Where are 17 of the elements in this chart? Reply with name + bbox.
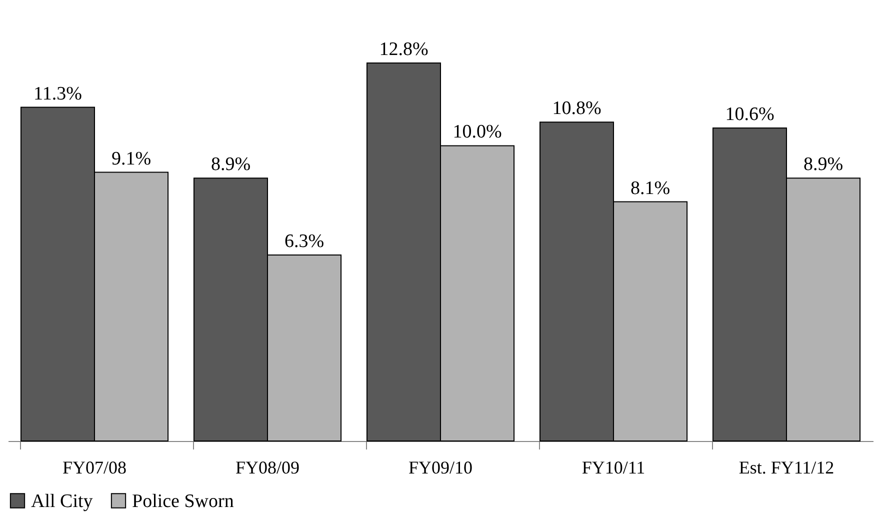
x-tick-label: FY07/08 — [62, 458, 127, 478]
data-label: 10.0% — [452, 122, 502, 143]
x-tick-label: FY09/10 — [408, 458, 473, 478]
data-label: 8.9% — [803, 154, 844, 176]
data-label: 8.1% — [630, 178, 670, 199]
data-label: 10.6% — [725, 104, 774, 125]
legend-label: Police Sworn — [132, 490, 234, 512]
x-tick-label: FY08/09 — [235, 458, 300, 478]
x-tick-label: Est. FY11/12 — [738, 458, 834, 478]
data-label: 6.3% — [284, 230, 324, 252]
data-label: 9.1% — [111, 148, 152, 170]
data-label: 12.8% — [379, 39, 428, 60]
data-label: 8.9% — [210, 154, 251, 176]
data-label: 10.8% — [552, 98, 602, 120]
legend-label: All City — [31, 490, 94, 512]
x-tick-label: FY10/11 — [582, 458, 646, 478]
data-label: 11.3% — [34, 83, 82, 104]
